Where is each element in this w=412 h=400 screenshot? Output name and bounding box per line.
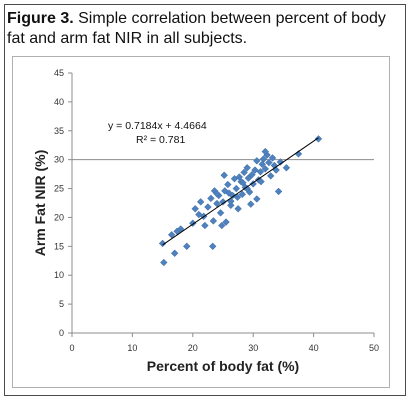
data-point xyxy=(209,217,218,225)
data-point xyxy=(238,190,247,199)
axes-layer: 0 5 10 15 20 25 30 35 40 45 0 10 20 30 40 50 xyxy=(54,68,379,353)
y-tick-label: 5 xyxy=(59,299,64,309)
x-tick-label: 10 xyxy=(127,343,137,353)
y-tick-label: 10 xyxy=(54,270,64,280)
data-point xyxy=(213,190,221,198)
data-point xyxy=(247,200,255,208)
y-tick-label: 40 xyxy=(54,97,64,107)
x-tick-label: 40 xyxy=(309,343,319,353)
data-point xyxy=(183,242,191,251)
caption-text: Simple correlation between percent of bo… xyxy=(7,10,386,47)
data-point xyxy=(257,177,265,186)
y-tick-label: 35 xyxy=(54,126,64,136)
x-tick-label: 50 xyxy=(369,343,379,353)
data-point xyxy=(218,221,226,230)
data-point xyxy=(243,164,251,172)
data-point xyxy=(232,184,241,193)
x-tick-label: 0 xyxy=(69,343,74,353)
x-tick-label: 20 xyxy=(188,343,198,353)
y-tick-label: 25 xyxy=(54,184,64,194)
data-point xyxy=(253,157,261,165)
data-point xyxy=(170,249,179,258)
data-point xyxy=(227,197,235,206)
data-point xyxy=(219,198,227,206)
data-point xyxy=(265,158,273,167)
figure-caption: Figure 3. Simple correlation between per… xyxy=(7,9,403,49)
data-point xyxy=(251,166,259,174)
data-point xyxy=(220,171,228,180)
data-point xyxy=(216,209,225,217)
data-point xyxy=(225,189,233,197)
y-tick-label: 20 xyxy=(54,212,64,222)
trendline-equation: y = 0.7184x + 4.4664 xyxy=(108,120,207,132)
data-point xyxy=(259,155,268,163)
data-point xyxy=(224,180,232,189)
data-point xyxy=(249,180,257,188)
points-layer xyxy=(158,135,323,267)
data-point xyxy=(266,172,275,180)
y-axis-title: Arm Fat NIR (%) xyxy=(32,150,48,257)
data-point xyxy=(204,203,212,211)
y-tick-label: 45 xyxy=(54,68,64,78)
data-point xyxy=(221,187,229,195)
y-tick-label: 30 xyxy=(54,155,64,165)
data-point xyxy=(243,184,251,193)
data-point xyxy=(207,194,215,203)
trend-layer xyxy=(162,137,319,246)
data-point xyxy=(261,165,270,173)
x-tick-label: 30 xyxy=(248,343,258,353)
data-point xyxy=(160,258,168,267)
data-point xyxy=(234,205,242,213)
data-point xyxy=(282,164,291,172)
data-point xyxy=(239,179,247,187)
data-point xyxy=(240,168,248,177)
data-point xyxy=(268,154,277,162)
data-point xyxy=(233,193,242,201)
data-point xyxy=(258,160,267,169)
data-point xyxy=(253,195,261,203)
data-point xyxy=(222,218,230,226)
trendline xyxy=(162,137,319,246)
data-point xyxy=(158,239,167,248)
data-point xyxy=(208,242,217,251)
data-point xyxy=(261,147,270,156)
x-axis-title: Percent of body fat (%) xyxy=(147,358,299,374)
data-point xyxy=(201,221,209,230)
data-point xyxy=(256,168,265,176)
data-point xyxy=(195,210,203,219)
data-point xyxy=(314,135,323,143)
y-tick-label: 0 xyxy=(59,328,64,338)
data-point xyxy=(276,158,285,166)
data-point xyxy=(196,198,205,206)
data-point xyxy=(191,205,199,213)
data-point xyxy=(227,201,235,210)
data-point xyxy=(248,170,256,179)
trendline-r-squared: R² = 0.781 xyxy=(136,134,185,146)
figure-label: Figure 3. xyxy=(7,10,74,27)
y-tick-label: 15 xyxy=(54,241,64,251)
data-point xyxy=(274,187,283,196)
